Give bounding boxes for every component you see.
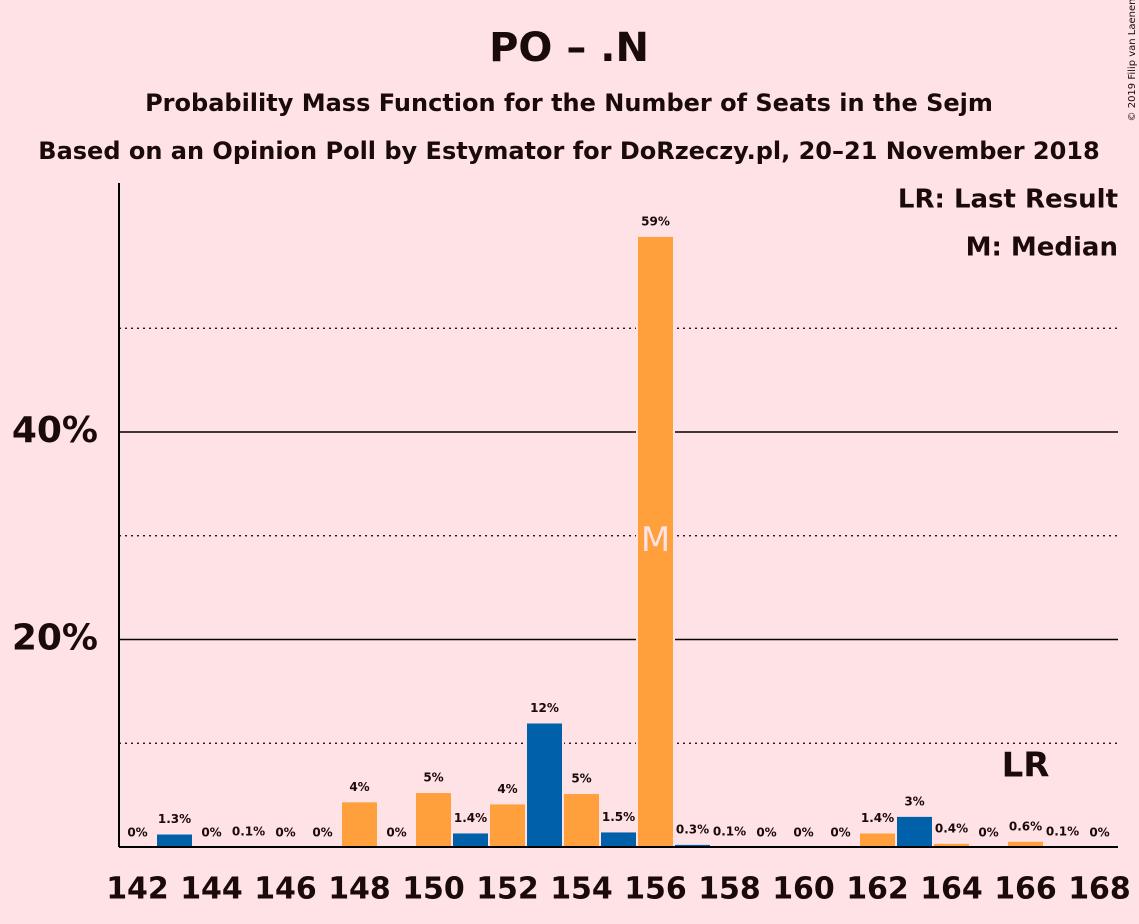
copyright: © 2019 Filip van Laenen [1127, 0, 1138, 121]
bar [488, 802, 527, 848]
x-tick-label: 156 [624, 872, 687, 907]
x-tick-label: 148 [328, 872, 391, 907]
x-tick-label: 160 [772, 872, 835, 907]
x-tick-label: 166 [994, 872, 1057, 907]
bar [895, 814, 934, 848]
legend-entry: M: Median [966, 233, 1118, 263]
value-label: 1.4% [861, 811, 894, 825]
x-tick-label: 154 [550, 872, 613, 907]
chart-subtitle: Based on an Opinion Poll by Estymator fo… [38, 137, 1099, 165]
value-label: 1.4% [454, 811, 487, 825]
last-result-marker: LR [1002, 746, 1050, 786]
value-label: 0% [386, 826, 406, 840]
bar [155, 832, 194, 849]
value-label: 5% [423, 771, 443, 785]
value-label: 4% [497, 782, 517, 796]
median-marker: M [641, 520, 670, 560]
x-tick-label: 150 [402, 872, 465, 907]
x-tick-label: 168 [1068, 872, 1131, 907]
value-label: 3% [904, 794, 924, 808]
value-label: 0% [201, 826, 221, 840]
x-tick-label: 146 [254, 872, 317, 907]
x-tick-label: 162 [846, 872, 909, 907]
value-label: 1.5% [602, 810, 635, 824]
x-tick-label: 144 [180, 872, 243, 907]
value-label: 0% [312, 826, 332, 840]
legend-entry: LR: Last Result [898, 185, 1118, 215]
chart-title: PO – .N [489, 25, 649, 71]
value-label: 0.3% [676, 822, 709, 836]
value-label: 4% [349, 780, 369, 794]
chart-subtitle: Probability Mass Function for the Number… [145, 89, 993, 117]
value-label: 0% [756, 826, 776, 840]
value-label: 0.4% [935, 821, 968, 835]
value-label: 1.3% [158, 812, 191, 826]
bar [451, 831, 490, 848]
value-label: 0.1% [232, 824, 265, 838]
value-label: 12% [530, 701, 559, 715]
value-label: 0.1% [1046, 824, 1079, 838]
value-label: 0.6% [1009, 819, 1042, 833]
value-label: 0% [793, 826, 813, 840]
value-label: 0% [830, 826, 850, 840]
value-label: 0% [1089, 826, 1109, 840]
bar [340, 800, 379, 848]
bar [414, 791, 453, 849]
value-label: 0% [978, 826, 998, 840]
x-tick-label: 152 [476, 872, 539, 907]
value-label: 0% [127, 826, 147, 840]
bar [599, 830, 638, 848]
value-label: 0.1% [713, 824, 746, 838]
value-label: 0% [275, 826, 295, 840]
x-tick-label: 158 [698, 872, 761, 907]
x-tick-label: 164 [920, 872, 983, 907]
x-tick-label: 142 [106, 872, 169, 907]
bar [525, 721, 564, 848]
value-label: 59% [641, 214, 670, 228]
bar [636, 234, 675, 849]
y-tick-label: 20% [12, 618, 98, 659]
bar [858, 831, 897, 848]
bar [562, 792, 601, 848]
value-label: 5% [571, 772, 591, 786]
y-tick-label: 40% [12, 410, 98, 451]
